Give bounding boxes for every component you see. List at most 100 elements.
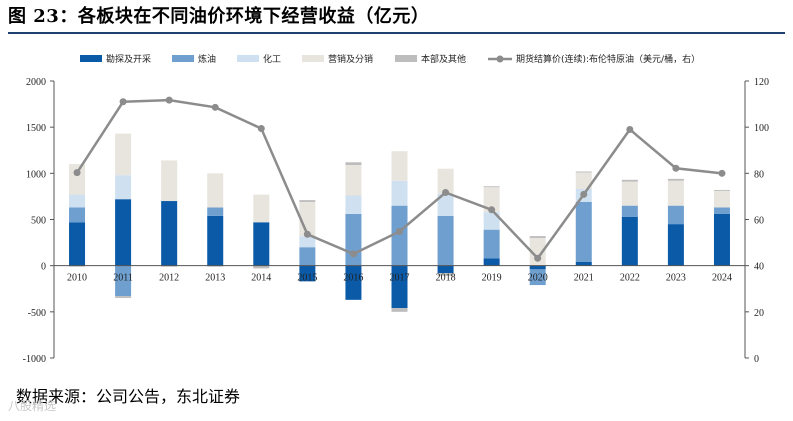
bar-segment [115, 265, 132, 297]
left-tick-label: -1000 [23, 354, 46, 365]
brent-price-point [442, 188, 450, 196]
bar-segment [575, 172, 592, 190]
bar-segment [529, 269, 546, 286]
bar-segment [345, 265, 362, 300]
bar-segment [299, 200, 316, 202]
bar-segment [207, 207, 224, 216]
bar-segment [529, 236, 546, 238]
x-tick-label: 2018 [436, 273, 456, 284]
legend-swatch [237, 55, 259, 62]
bar-segment [575, 201, 592, 262]
brent-price-point [580, 190, 588, 198]
bar-segment [253, 265, 270, 269]
bar-segment [299, 247, 316, 266]
right-tick-label: 40 [754, 262, 764, 273]
legend-label: 化工 [263, 53, 281, 65]
left-tick-label: 1000 [26, 169, 46, 180]
bar-segment [621, 179, 638, 182]
bar-segment [115, 199, 132, 266]
legend-label: 炼油 [198, 53, 216, 65]
bar-segment [391, 180, 408, 206]
bar-segment [621, 181, 638, 206]
bar-segment [345, 165, 362, 196]
bar-segment [713, 213, 730, 266]
legend-label: 营销及分销 [328, 53, 373, 65]
brent-price-point [396, 228, 403, 236]
legend-swatch [302, 55, 324, 62]
bar-segment [115, 296, 132, 298]
brent-price-point [534, 254, 542, 262]
brent-price-point [165, 96, 173, 104]
bar-segment [483, 186, 500, 188]
bar-segment [483, 187, 500, 213]
bar-segment [713, 189, 730, 191]
x-tick-label: 2020 [528, 273, 548, 284]
brent-price-point [73, 169, 81, 177]
brent-price-point [211, 103, 219, 111]
x-tick-label: 2013 [205, 273, 225, 284]
bar-segment [207, 215, 224, 266]
bar-segment [483, 258, 500, 266]
bar-segment [529, 237, 546, 266]
bar-segment [345, 213, 362, 266]
left-tick-label: 1500 [26, 123, 46, 134]
bar-segment [621, 205, 638, 217]
bar-segment [621, 216, 638, 266]
bar-segment [253, 222, 270, 266]
bar-segment [529, 265, 546, 270]
brent-price-point [488, 206, 496, 214]
x-tick-label: 2012 [159, 273, 179, 284]
bar-segment [667, 178, 684, 181]
bar-segment [253, 194, 270, 223]
bar-segment [69, 207, 86, 223]
bar-segment [667, 224, 684, 266]
legend-label: 期货结算价(连续):布伦特原油（美元/桶，右） [516, 53, 700, 65]
bar-segment [207, 173, 224, 208]
bar-segment [161, 201, 178, 266]
brent-price-point [672, 164, 680, 172]
right-tick-label: 0 [754, 354, 759, 365]
bar-segment [391, 205, 408, 266]
x-tick-label: 2021 [574, 273, 594, 284]
figure-title: 图 23：各板块在不同油价环境下经营收益（亿元） [8, 6, 430, 27]
bar-segment [69, 222, 86, 266]
x-tick-label: 2010 [67, 273, 87, 284]
figure-source: 数据来源：公司公告，东北证券 [16, 387, 241, 406]
left-tick-label: 0 [41, 262, 46, 273]
right-tick-label: 60 [754, 216, 764, 227]
bar-segment [437, 193, 454, 216]
legend-swatch [80, 55, 102, 62]
x-tick-label: 2014 [251, 273, 271, 284]
bar-segment [69, 164, 86, 195]
watermark-text: 八股精选 [8, 399, 57, 413]
bar-segment [391, 265, 408, 309]
bar-segment [391, 151, 408, 181]
legend-label: 本部及其他 [421, 53, 466, 65]
title-divider [8, 32, 785, 34]
bar-segment [575, 261, 592, 266]
brent-price-point [718, 169, 726, 177]
bar-segment [299, 265, 316, 282]
bar-segment [713, 207, 730, 214]
legend-line-marker [496, 55, 504, 63]
right-tick-label: 120 [754, 77, 769, 88]
bar-segment [483, 212, 500, 230]
bar-segment [345, 162, 362, 166]
brent-price-point [626, 125, 634, 133]
bar-segment [69, 194, 86, 208]
left-tick-label: 2000 [26, 77, 46, 88]
legend-swatch [172, 55, 194, 62]
bar-segment [299, 236, 316, 248]
legend-swatch [395, 55, 417, 62]
bar-segment [115, 175, 132, 200]
bar-segment [115, 133, 132, 176]
brent-price-point [349, 250, 357, 258]
left-tick-label: -500 [28, 308, 46, 319]
bar-segment [713, 190, 730, 208]
brent-price-point [257, 125, 265, 133]
right-tick-label: 20 [754, 308, 764, 319]
x-tick-label: 2016 [343, 273, 363, 284]
x-tick-label: 2017 [390, 273, 410, 284]
x-tick-label: 2023 [666, 273, 686, 284]
bar-segment [483, 229, 500, 259]
